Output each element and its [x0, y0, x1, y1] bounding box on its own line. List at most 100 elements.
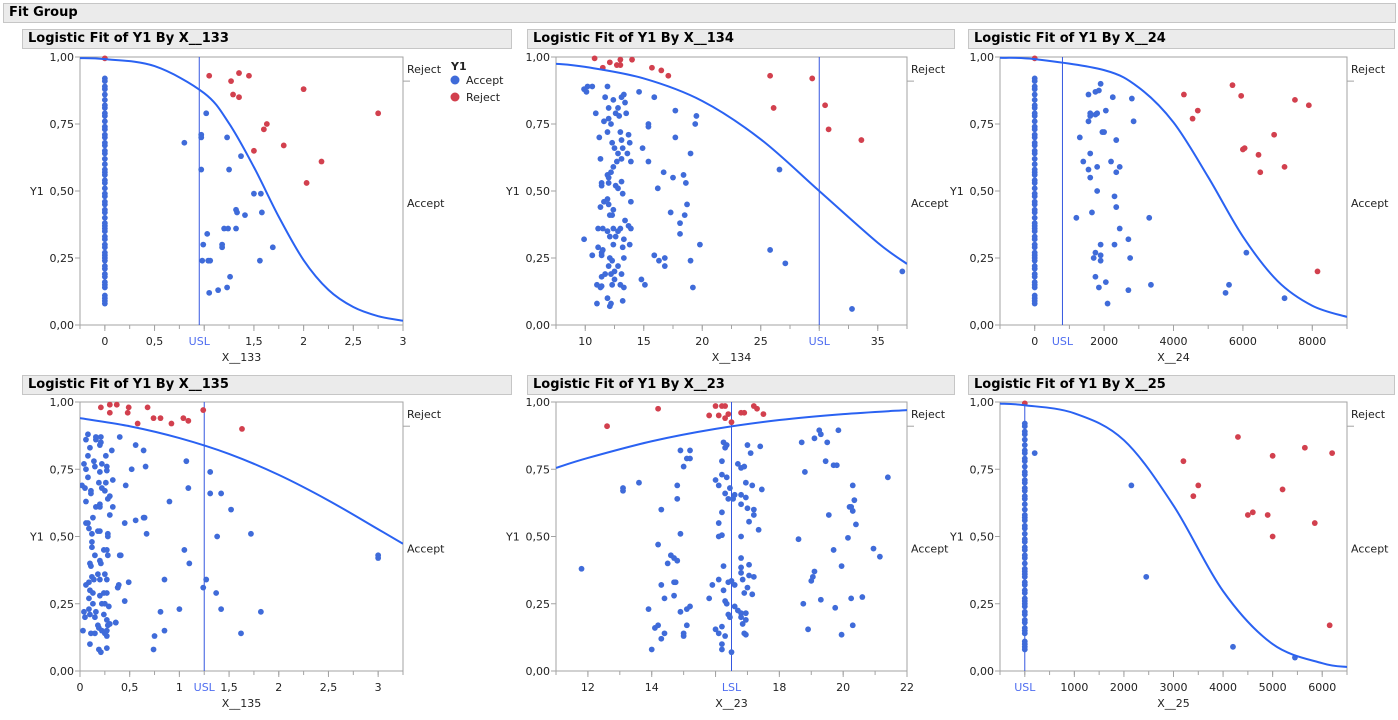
x-axis-label: X__135: [222, 697, 262, 710]
accept-point: [757, 443, 764, 450]
accept-point: [227, 273, 233, 280]
accept-point: [103, 576, 110, 583]
reject-point: [318, 158, 325, 165]
x-tick-label: 0,5: [146, 335, 164, 348]
accept-point: [838, 631, 845, 638]
accept-point: [594, 300, 600, 307]
accept-point: [1111, 241, 1118, 248]
reject-point: [1269, 533, 1276, 540]
chart-title[interactable]: Logistic Fit of Y1 By X__23: [527, 375, 955, 395]
accept-point: [1128, 482, 1135, 489]
accept-point: [103, 627, 110, 634]
accept-point: [720, 563, 727, 569]
logistic-chart: 0,00 0,25 0,50 0,75 1,00 Y1 0 0,5 1 1,5 2 2,5 3 X__13…: [29, 396, 445, 710]
accept-point: [104, 552, 111, 559]
accept-point: [595, 225, 602, 232]
accept-point: [1021, 552, 1028, 559]
accept-point: [1148, 281, 1154, 288]
accept-point: [617, 225, 624, 232]
y-axis-label: Y1: [505, 531, 520, 544]
y-axis-label: Y1: [29, 531, 44, 544]
spec-limit-label: USL: [1052, 335, 1074, 348]
points: [1031, 55, 1321, 307]
spec-limit-label: USL: [194, 681, 216, 694]
legend-title: Y1: [450, 60, 467, 73]
accept-point: [228, 506, 234, 513]
accept-point: [86, 595, 92, 602]
accept-point: [1097, 252, 1104, 259]
reject-point: [1314, 268, 1321, 275]
reject-point: [1279, 486, 1286, 493]
accept-point: [207, 490, 214, 497]
chart-title[interactable]: Logistic Fit of Y1 By X__135: [22, 375, 512, 395]
accept-point: [615, 150, 621, 157]
accept-point: [97, 439, 104, 446]
fit-group-header[interactable]: Fit Group: [3, 3, 1396, 23]
chart-title[interactable]: Logistic Fit of Y1 By X__133: [22, 29, 512, 49]
y-tick-label: 0,25: [526, 252, 551, 265]
accept-point: [876, 553, 883, 560]
chart-title[interactable]: Logistic Fit of Y1 By X__25: [968, 375, 1395, 395]
accept-point: [233, 225, 239, 232]
accept-point: [680, 172, 687, 178]
accept-point: [627, 198, 634, 205]
accept-point: [728, 577, 735, 584]
accept-point: [1031, 271, 1038, 277]
accept-point: [109, 504, 116, 510]
x-tick-label: 0: [101, 335, 108, 348]
x-tick-label: 6000: [1229, 335, 1257, 348]
accept-point: [238, 153, 244, 160]
accept-point: [1102, 107, 1109, 114]
reject-point: [263, 121, 270, 127]
reject-point: [1269, 452, 1276, 459]
accept-point: [106, 493, 113, 500]
spec-limit-label: LSL: [722, 681, 742, 694]
y-tick-label: 0,50: [50, 531, 75, 544]
accept-point: [677, 220, 683, 227]
accept-point: [1031, 198, 1038, 205]
accept-point: [1031, 177, 1038, 184]
accept-point: [103, 590, 110, 596]
accept-point: [689, 284, 696, 291]
accept-point: [143, 530, 150, 537]
reject-point: [106, 409, 113, 416]
accept-point: [82, 485, 88, 491]
plot-frame: [999, 401, 1348, 672]
accept-point: [739, 576, 746, 583]
y-axis-label: Y1: [505, 185, 520, 198]
reject-point: [1281, 163, 1288, 170]
accept-point: [1031, 263, 1038, 269]
accept-point: [811, 435, 818, 442]
x-tick-label: 0: [77, 681, 84, 694]
accept-point: [611, 145, 618, 152]
points: [101, 55, 382, 307]
accept-point: [680, 633, 687, 639]
accept-point: [96, 504, 103, 510]
reject-point: [858, 137, 865, 143]
accept-point: [198, 166, 205, 173]
accept-point: [670, 174, 676, 181]
accept-point: [1092, 273, 1099, 280]
accept-point: [1021, 493, 1028, 500]
chart-title[interactable]: Logistic Fit of Y1 By X__24: [968, 29, 1395, 49]
x-axis-label: X__25: [1157, 697, 1190, 710]
accept-point: [89, 544, 95, 551]
accept-point: [687, 150, 694, 157]
reject-point: [1249, 509, 1256, 516]
accept-point: [1101, 129, 1107, 135]
accept-point: [181, 547, 188, 553]
accept-point: [613, 158, 620, 165]
accept-point: [1281, 295, 1288, 302]
accept-point: [104, 533, 111, 540]
accept-point: [1021, 512, 1028, 518]
accept-point: [583, 88, 590, 95]
accept-point: [746, 572, 752, 579]
accept-point: [677, 447, 684, 454]
logistic-fit-curve: [1000, 402, 1347, 668]
reject-point: [1229, 82, 1236, 89]
chart-title[interactable]: Logistic Fit of Y1 By X__134: [527, 29, 955, 49]
reject-point: [157, 415, 164, 422]
accept-point: [1095, 284, 1102, 291]
reject-point: [168, 420, 175, 427]
